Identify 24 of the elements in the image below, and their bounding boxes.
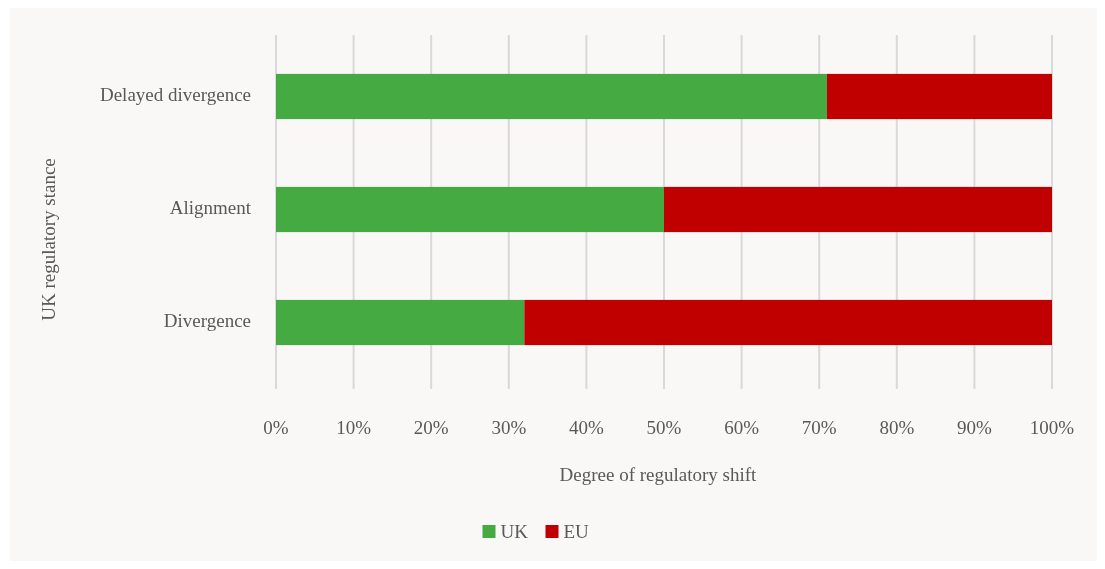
x-tick-label: 30% [491,417,527,438]
x-tick-label: 100% [1029,417,1075,438]
legend-label: EU [563,521,590,542]
x-tick-label: 60% [724,417,760,438]
y-tick-label: Delayed divergence [99,83,251,105]
legend-label: UK [500,521,529,542]
bar [276,186,664,233]
y-tick-label: Divergence [163,309,251,331]
y-axis-title: UK regulatory stance [38,158,59,321]
x-tick-label: 0% [263,417,289,438]
x-axis-title: Degree of regulatory shift [559,464,758,485]
x-tick-label: 20% [413,417,449,438]
bar [826,73,1052,120]
x-tick-label: 10% [336,417,372,438]
x-tick-label: 50% [646,417,682,438]
bar [524,299,1052,346]
y-tick-label: Alignment [169,196,252,218]
bar [276,299,525,346]
x-tick-label: 40% [568,417,604,438]
bar [664,186,1052,233]
x-tick-label: 70% [801,417,837,438]
bar [276,73,827,120]
x-tick-label: 80% [879,417,915,438]
x-tick-label: 90% [956,417,992,438]
